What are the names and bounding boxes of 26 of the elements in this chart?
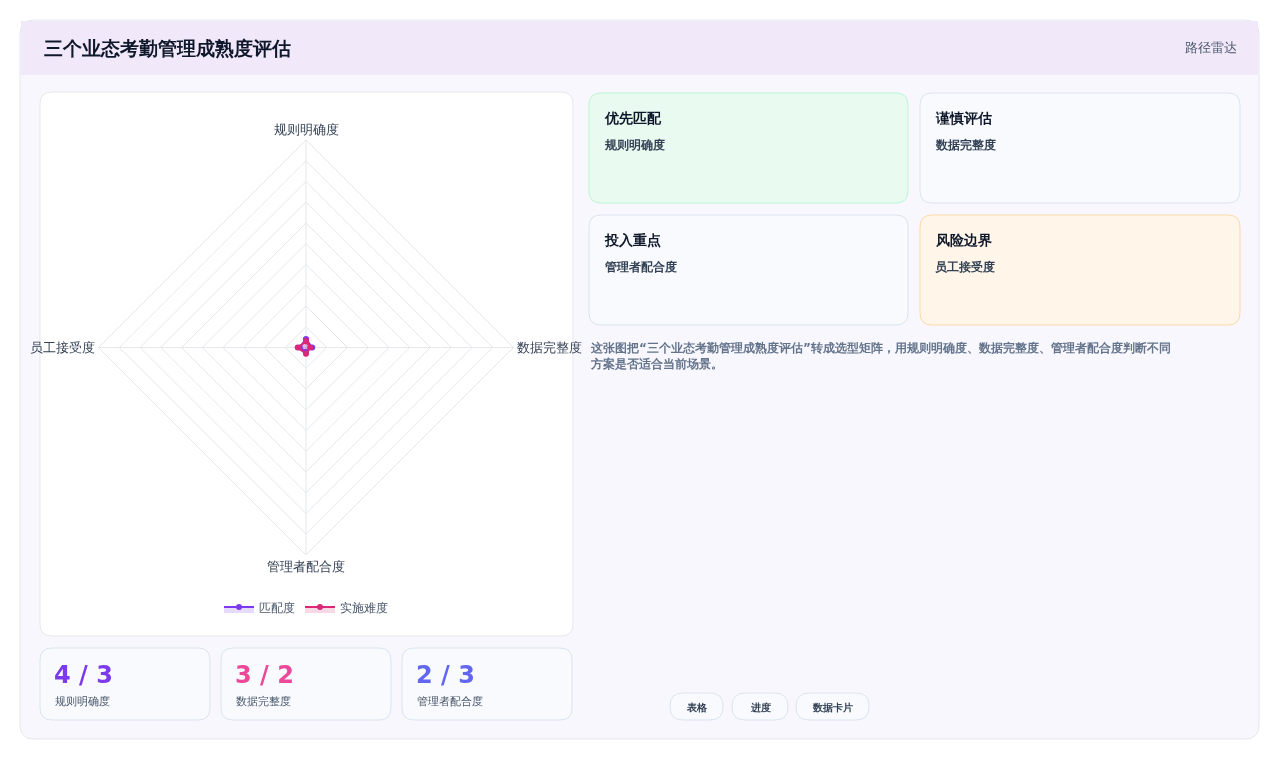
text: 管理者配合度 <box>417 695 483 708</box>
text: 进度 <box>750 702 771 713</box>
text: 这张图把“三个业态考勤管理成熟度评估”转成选型矩阵，用规则明确度、数据完整度、管理者配合度判断不同方案是否适合当前场景。 <box>590 341 1171 371</box>
legend-label: 匹配度 <box>259 600 295 615</box>
text: 路径雷达 <box>1185 40 1237 55</box>
text: 4 / 3 <box>54 661 113 689</box>
text: 2 / 3 <box>416 661 475 689</box>
spoke-label: 规则明确度 <box>273 122 339 138</box>
spoke-label: 数据完整度 <box>516 340 582 356</box>
spoke-label: 管理者配合度 <box>267 559 345 575</box>
legend-label: 实施难度 <box>340 600 388 615</box>
text: 风险边界 <box>935 232 992 248</box>
text: 员工接受度 <box>935 260 995 274</box>
text: 数据完整度 <box>236 695 291 708</box>
text: 优先匹配 <box>604 110 662 126</box>
text: 3 / 2 <box>235 661 294 689</box>
text: 表格 <box>686 702 708 713</box>
text: 数据完整度 <box>935 138 996 152</box>
text: 投入重点 <box>604 232 661 248</box>
spoke-label: 员工接受度 <box>30 340 96 356</box>
text: 规则明确度 <box>55 695 110 708</box>
text: 规则明确度 <box>604 138 665 152</box>
text: 谨慎评估 <box>935 110 992 126</box>
text: 数据卡片 <box>812 702 853 713</box>
text: 三个业态考勤管理成熟度评估 <box>44 37 291 59</box>
text: 管理者配合度 <box>604 260 677 274</box>
